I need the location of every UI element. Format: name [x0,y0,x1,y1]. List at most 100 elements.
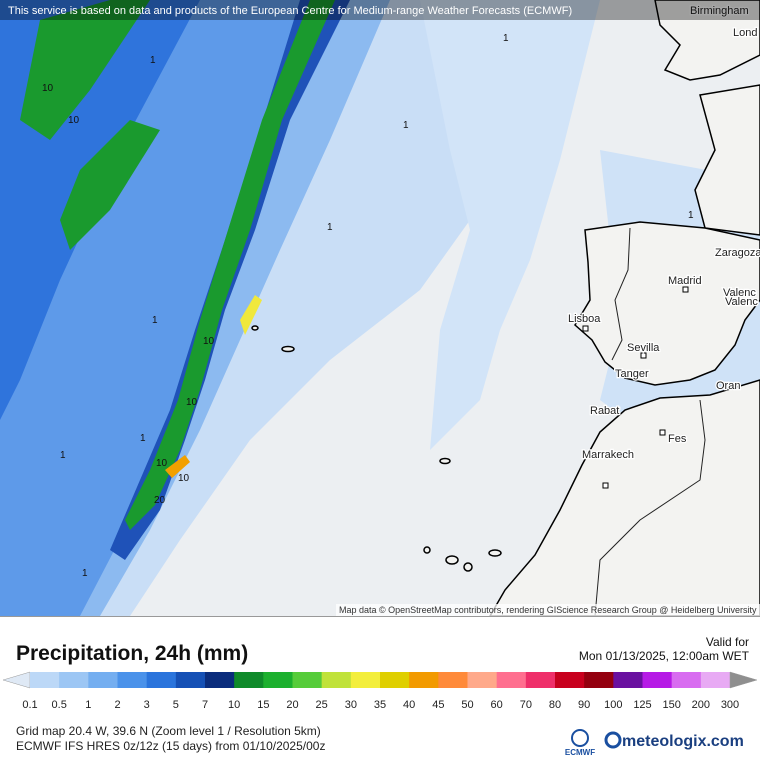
map: Birmingham Lond Zaragoza Madrid Valenc V… [0,0,760,617]
precip-light [420,0,600,450]
legend-label: 45 [432,699,444,711]
contour-label: 1 [150,55,156,66]
legend-label: 5 [173,699,179,711]
legend-cell [30,672,60,688]
precip-green [60,120,160,250]
legend-label: 125 [633,699,651,711]
legend-cell [146,672,177,688]
attribution: Map data © OpenStreetMap contributors, r… [339,605,757,615]
site-logo-text[interactable]: meteologix.com [622,733,744,750]
contour-label: 1 [152,315,158,326]
precip-green [125,0,335,530]
contour-label: 20 [154,495,166,506]
island [445,555,459,565]
contour-label: 1 [82,568,88,579]
legend-cell [438,672,468,688]
legend-label: 40 [403,699,415,711]
contour-label: 10 [42,83,54,94]
legend-label: 1 [85,699,91,711]
legend-cell [496,672,527,688]
legend-arrow [729,671,758,689]
legend-cell [350,672,381,688]
city-label: Madrid [668,275,702,287]
legend-cell [584,672,614,688]
cities: Birmingham Lond Zaragoza Madrid Valenc V… [567,4,760,489]
legend-cell [88,672,118,688]
island [463,562,473,572]
precip-green [20,0,150,140]
city-label: Fes [668,433,687,445]
city-label: Rabat [590,405,619,417]
precip-orange [165,455,190,478]
legend-cell [613,672,643,688]
city-label: Oran [716,380,740,392]
color-legend: 0.1 0.5 1 2 3 5 7 10 15 20 25 30 35 40 45 50 60 70 80 90 100… [2,671,758,711]
city-label: Valenc [725,296,758,308]
legend-label: 150 [662,699,680,711]
city-label: Zaragoza [715,247,760,259]
contour-label: 10 [68,115,80,126]
island [488,549,502,557]
legend-label: 70 [520,699,532,711]
city-label: Tanger [615,368,649,380]
legend-cell [380,672,410,688]
island [281,345,295,353]
legend-label: 30 [345,699,357,711]
city-marker [602,482,609,489]
border [594,399,706,617]
land-iberia [574,221,760,386]
legend-cell [234,672,264,688]
valid-time: Mon 01/13/2025, 12:00am WET [579,649,750,663]
city-label: Birmingham [690,5,749,17]
legend-arrow [2,671,31,689]
legend-cell [409,672,439,688]
legend-label: 50 [461,699,473,711]
contour-label: 1 [688,210,694,221]
legend-cell [321,672,352,688]
island [423,546,431,554]
island [439,457,451,465]
city-marker [659,429,666,436]
city-label: Sevilla [627,342,660,354]
contour-label: 10 [203,336,215,347]
attribution-bg [336,604,760,616]
city-label: Valenc [723,287,756,299]
legend-label: 35 [374,699,386,711]
precip-yellow [240,295,262,335]
legend-cell [59,672,89,688]
land-uk [654,0,760,81]
bottom-panel: Precipitation, 24h (mm) Valid for Mon 01… [0,616,760,757]
ecmwf-logo-text: ECMWF [565,748,595,757]
island [251,325,259,331]
contour-label: 1 [403,120,409,131]
legend-cell [671,672,702,688]
city-label: Lond [733,27,757,39]
city-marker [582,325,589,332]
contour-label: 1 [327,222,333,233]
site-logo [604,731,622,749]
legend-cell [700,672,731,688]
city-marker [682,286,689,293]
contour-label: 10 [178,473,190,484]
legend-label: 300 [721,699,739,711]
legend-label: 90 [578,699,590,711]
model-info: ECMWF IFS HRES 0z/12z (15 days) from 01/… [16,739,325,753]
city-label: Marrakech [582,449,634,461]
contour-label: 1 [60,450,66,461]
city-label: Lisboa [568,313,601,325]
contour-labels: 1 1 1 1 1 1 1 1 1 10 10 10 10 10 10 20 [42,33,694,579]
legend-cell [555,672,585,688]
legend-label: 0.5 [52,699,67,711]
grid-info: Grid map 20.4 W, 39.6 N (Zoom level 1 / … [16,724,321,738]
banner-bg [0,0,760,20]
valid-label: Valid for [706,635,749,649]
city-marker [640,352,647,359]
contour-label: 1 [503,33,509,44]
legend-cell [467,672,498,688]
legend-label: 2 [114,699,120,711]
legend-label: 0.1 [22,699,37,711]
legend-cell [292,672,323,688]
legend-cell [205,672,235,688]
legend-label: 25 [316,699,328,711]
